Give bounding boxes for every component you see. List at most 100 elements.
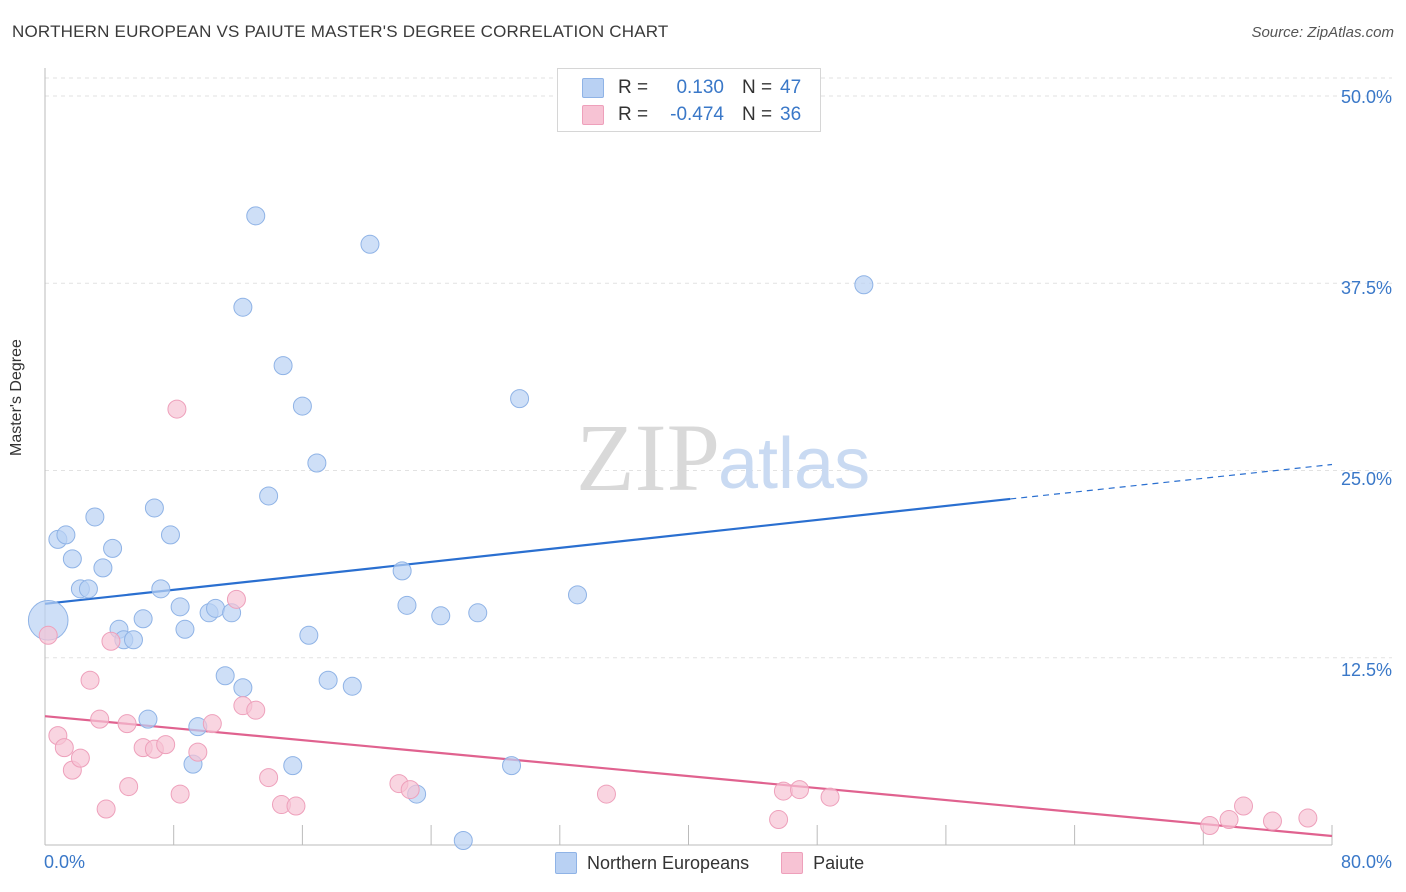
y-tick-label-37-5: 37.5% <box>1340 278 1392 298</box>
point-northern-europeans <box>62 549 82 569</box>
point-northern-europeans <box>318 670 338 690</box>
point-northern-europeans <box>259 486 279 506</box>
legend-item-northern-europeans[interactable]: Northern Europeans <box>555 852 749 874</box>
point-paiute <box>167 399 187 419</box>
chart-title: NORTHERN EUROPEAN VS PAIUTE MASTER'S DEG… <box>12 22 669 41</box>
point-paiute <box>773 781 793 801</box>
point-northern-europeans <box>103 538 123 558</box>
r-label: R = <box>618 77 649 98</box>
trend-line-paiute <box>44 715 1333 838</box>
stats-row-paiute: R = -0.474 N = 36 <box>582 103 801 127</box>
point-paiute <box>286 796 306 816</box>
point-paiute <box>790 780 810 800</box>
legend-label: Northern Europeans <box>587 852 750 873</box>
point-northern-europeans <box>133 609 153 629</box>
point-northern-europeans <box>453 831 473 851</box>
point-paiute <box>202 714 222 734</box>
point-northern-europeans <box>93 558 113 578</box>
point-paiute <box>38 625 58 645</box>
point-northern-europeans <box>78 579 98 599</box>
point-northern-europeans <box>233 678 253 698</box>
pink-swatch <box>582 105 604 125</box>
watermark-zip: ZIP <box>576 404 720 511</box>
legend-item-paiute[interactable]: Paiute <box>781 852 864 874</box>
legend-label: Paiute <box>813 852 865 873</box>
point-paiute <box>400 780 420 800</box>
y-tick-label-50: 50.0% <box>1340 87 1392 107</box>
point-paiute <box>226 589 246 609</box>
point-northern-europeans <box>85 507 105 527</box>
point-northern-europeans <box>206 598 226 618</box>
n-label: N = <box>742 104 773 125</box>
point-northern-europeans <box>360 234 380 254</box>
point-northern-europeans <box>56 525 76 545</box>
stats-row-northern-europeans: R = 0.130 N = 47 <box>582 76 801 100</box>
r-label: R = <box>618 104 649 125</box>
watermark-atlas: atlas <box>718 424 870 504</box>
point-northern-europeans <box>342 676 362 696</box>
r-value: 0.130 <box>676 77 724 98</box>
point-northern-europeans <box>283 756 303 776</box>
point-northern-europeans <box>854 275 874 295</box>
point-paiute <box>101 631 121 651</box>
n-label: N = <box>742 77 773 98</box>
point-northern-europeans <box>431 606 451 626</box>
point-northern-europeans <box>170 597 190 617</box>
y-axis-label: Master's Degree <box>8 339 25 456</box>
point-paiute <box>54 738 74 758</box>
point-paiute <box>117 714 137 734</box>
point-northern-europeans <box>123 630 143 650</box>
trend-lines <box>44 463 1333 838</box>
point-paiute <box>188 742 208 762</box>
point-paiute <box>1262 811 1282 831</box>
point-northern-europeans <box>299 625 319 645</box>
point-paiute <box>596 784 616 804</box>
point-paiute <box>119 777 139 797</box>
point-paiute <box>1200 816 1220 836</box>
trend-extension-northern-europeans <box>1010 463 1333 500</box>
point-paiute <box>259 768 279 788</box>
point-paiute <box>1234 796 1254 816</box>
point-northern-europeans <box>510 389 530 409</box>
blue-swatch <box>555 852 577 874</box>
n-value: 36 <box>780 104 802 125</box>
point-northern-europeans <box>246 206 266 226</box>
point-northern-europeans <box>160 525 180 545</box>
trend-line-northern-europeans <box>44 497 1011 605</box>
stats-legend: R = 0.130 N = 47 R = -0.474 N = 36 <box>557 68 821 132</box>
series-legend: Northern Europeans Paiute <box>555 852 896 874</box>
point-paiute <box>820 787 840 807</box>
point-northern-europeans <box>567 585 587 605</box>
point-paiute <box>96 799 116 819</box>
point-paiute <box>70 748 90 768</box>
point-paiute <box>80 670 100 690</box>
point-northern-europeans <box>502 756 522 776</box>
point-paiute <box>156 735 176 755</box>
point-northern-europeans <box>151 579 171 599</box>
point-northern-europeans <box>138 709 158 729</box>
point-northern-europeans <box>307 453 327 473</box>
point-paiute <box>1219 810 1239 830</box>
point-northern-europeans <box>468 603 488 623</box>
r-value: -0.474 <box>670 104 724 125</box>
data-points <box>27 206 1318 851</box>
point-northern-europeans <box>233 297 253 317</box>
point-northern-europeans <box>292 396 312 416</box>
point-paiute <box>170 784 190 804</box>
gridlines <box>45 77 1392 659</box>
point-northern-europeans <box>215 666 235 686</box>
point-paiute <box>1298 808 1318 828</box>
point-northern-europeans <box>397 595 417 615</box>
blue-swatch <box>582 78 604 98</box>
point-northern-europeans <box>392 561 412 581</box>
point-paiute <box>769 810 789 830</box>
point-paiute <box>246 700 266 720</box>
axes <box>44 68 1333 846</box>
y-tick-label-25: 25.0% <box>1340 469 1392 489</box>
n-value: 47 <box>780 77 802 98</box>
x-tick-label-min: 0.0% <box>44 852 86 872</box>
point-northern-europeans <box>273 356 293 376</box>
x-tick-label-max: 80.0% <box>1340 852 1392 872</box>
point-northern-europeans <box>144 498 164 518</box>
